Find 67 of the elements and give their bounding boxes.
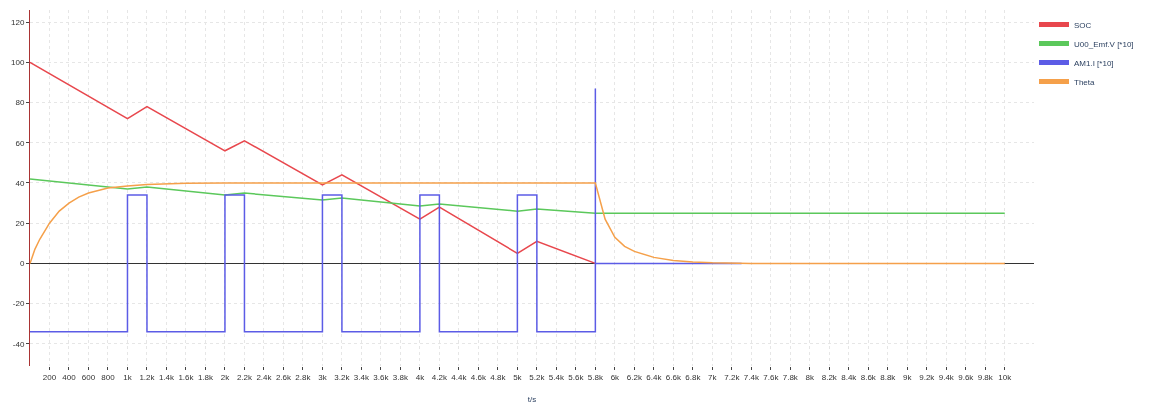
x-tick-label: 9.2k bbox=[919, 372, 936, 382]
x-tick-label: 3.4k bbox=[353, 372, 370, 382]
x-tick-label: 8.6k bbox=[860, 372, 877, 382]
x-tick-label: 600 bbox=[81, 372, 96, 382]
x-tick-label: 4.4k bbox=[451, 372, 468, 382]
x-tick-label: 4.8k bbox=[490, 372, 507, 382]
x-tick-label: 2.2k bbox=[236, 372, 254, 382]
x-tick-label: 1.4k bbox=[158, 372, 176, 382]
x-tick-label: 5.8k bbox=[587, 372, 604, 382]
line-series bbox=[30, 61, 597, 265]
y-tick-label: -40 bbox=[12, 339, 25, 349]
x-tick-label: 6.8k bbox=[685, 372, 702, 382]
x-tick-label: 6.6k bbox=[665, 372, 682, 382]
x-tick-label: 5.6k bbox=[568, 372, 585, 382]
x-tick-label: 1.2k bbox=[139, 372, 156, 382]
line-series bbox=[30, 178, 1006, 214]
x-tick-label: 6.2k bbox=[626, 372, 643, 382]
x-tick-label: 7.2k bbox=[724, 372, 741, 382]
y-tick-label: -20 bbox=[12, 299, 25, 309]
y-tick-label: 0 bbox=[19, 259, 25, 269]
x-tick-label: 4k bbox=[415, 372, 426, 382]
x-tick-label: 7.4k bbox=[743, 372, 760, 382]
y-tick-label: 60 bbox=[15, 138, 25, 148]
x-tick-label: 3.2k bbox=[334, 372, 351, 382]
x-tick-label: 8.8k bbox=[880, 372, 897, 382]
x-tick-label: 2k bbox=[220, 372, 231, 382]
x-tick-label: 10k bbox=[998, 372, 1013, 382]
x-tick-label: 7.6k bbox=[763, 372, 780, 382]
y-tick-label: 100 bbox=[11, 58, 25, 68]
legend-label: SOC bbox=[1074, 20, 1092, 30]
x-tick-label: 3k bbox=[318, 372, 328, 382]
legend-label: Theta bbox=[1074, 77, 1096, 87]
x-tick-label: 5k bbox=[513, 372, 523, 382]
x-tick-label: 8.2k bbox=[821, 372, 838, 382]
x-tick-label: 200 bbox=[42, 372, 57, 382]
x-tick-label: 3.6k bbox=[373, 372, 390, 382]
x-axis-title: t/s bbox=[527, 394, 537, 404]
legend-label: U00_Emf.V [*10] bbox=[1074, 39, 1134, 49]
x-tick-label: 7k bbox=[708, 372, 718, 382]
x-tick-label: 3.8k bbox=[392, 372, 409, 382]
x-tick-label: 800 bbox=[101, 372, 116, 382]
y-tick-label: 120 bbox=[11, 17, 25, 27]
x-tick-label: 1k bbox=[123, 372, 133, 382]
x-tick-label: 8.4k bbox=[841, 372, 858, 382]
y-tick-label: 40 bbox=[15, 178, 25, 188]
x-tick-label: 9.6k bbox=[958, 372, 975, 382]
x-tick-label: 1.8k bbox=[197, 372, 215, 382]
line-series bbox=[30, 182, 1006, 265]
x-tick-label: 2.8k bbox=[295, 372, 312, 382]
y-tick-label: 80 bbox=[15, 98, 25, 108]
x-tick-label: 6.4k bbox=[646, 372, 663, 382]
x-tick-label: 9k bbox=[903, 372, 913, 382]
x-tick-label: 2.6k bbox=[275, 372, 292, 382]
x-tick-label: 5.4k bbox=[548, 372, 565, 382]
x-tick-label: 9.4k bbox=[938, 372, 955, 382]
x-tick-label: 5.2k bbox=[529, 372, 546, 382]
legend-label: AM1.I [*10] bbox=[1074, 58, 1114, 68]
x-tick-label: 4.2k bbox=[431, 372, 448, 382]
x-tick-label: 7.8k bbox=[782, 372, 799, 382]
x-tick-label: 400 bbox=[62, 372, 77, 382]
x-tick-label: 8k bbox=[805, 372, 816, 382]
x-tick-label: 6k bbox=[610, 372, 621, 382]
y-tick-label: 20 bbox=[15, 219, 25, 228]
x-tick-label: 4.6k bbox=[470, 372, 487, 382]
x-tick-label: 1.6k bbox=[178, 372, 195, 382]
x-tick-label: 2.4k bbox=[256, 372, 273, 382]
x-tick-label: 9.8k bbox=[977, 372, 994, 382]
